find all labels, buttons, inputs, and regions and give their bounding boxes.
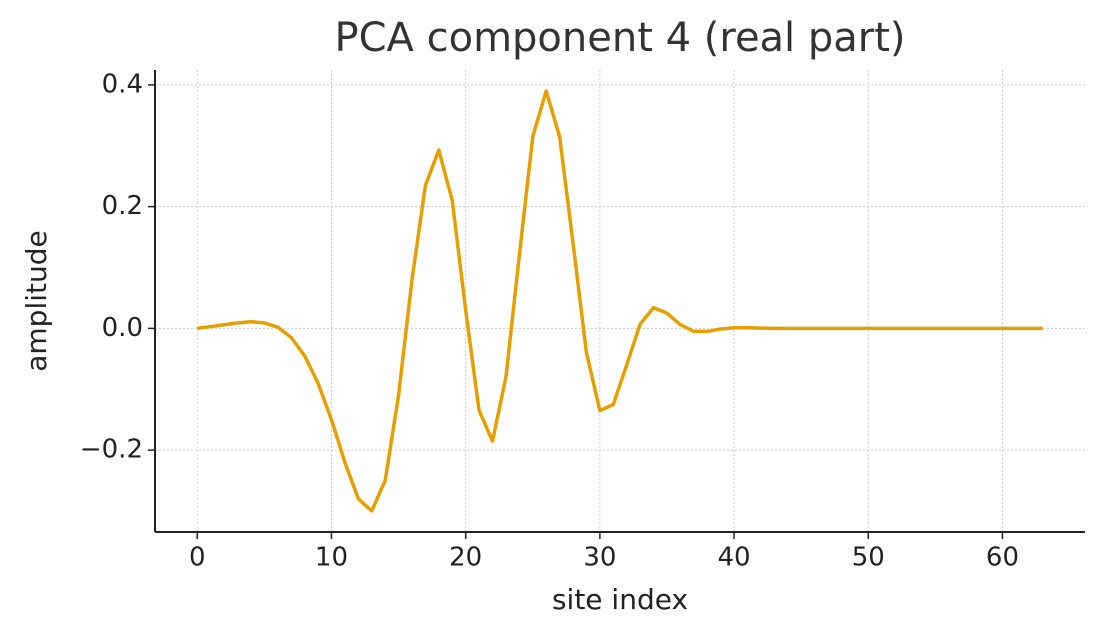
x-tick-label: 40 (718, 543, 751, 573)
x-tick-label: 20 (449, 543, 482, 573)
y-tick-label: 0.0 (102, 313, 143, 343)
x-axis-label: site index (552, 583, 688, 616)
y-tick-label: 0.2 (102, 191, 143, 221)
x-tick-label: 50 (852, 543, 885, 573)
y-tick-label: −0.2 (80, 435, 143, 465)
y-tick-label: 0.4 (102, 69, 143, 99)
data-line (197, 89, 1043, 513)
x-tick-label: 10 (315, 543, 348, 573)
x-tick-label: 30 (583, 543, 616, 573)
y-axis-label: amplitude (20, 230, 53, 372)
chart-title: PCA component 4 (real part) (334, 15, 905, 61)
x-tick-label: 60 (986, 543, 1019, 573)
x-tick-label: 0 (189, 543, 206, 573)
